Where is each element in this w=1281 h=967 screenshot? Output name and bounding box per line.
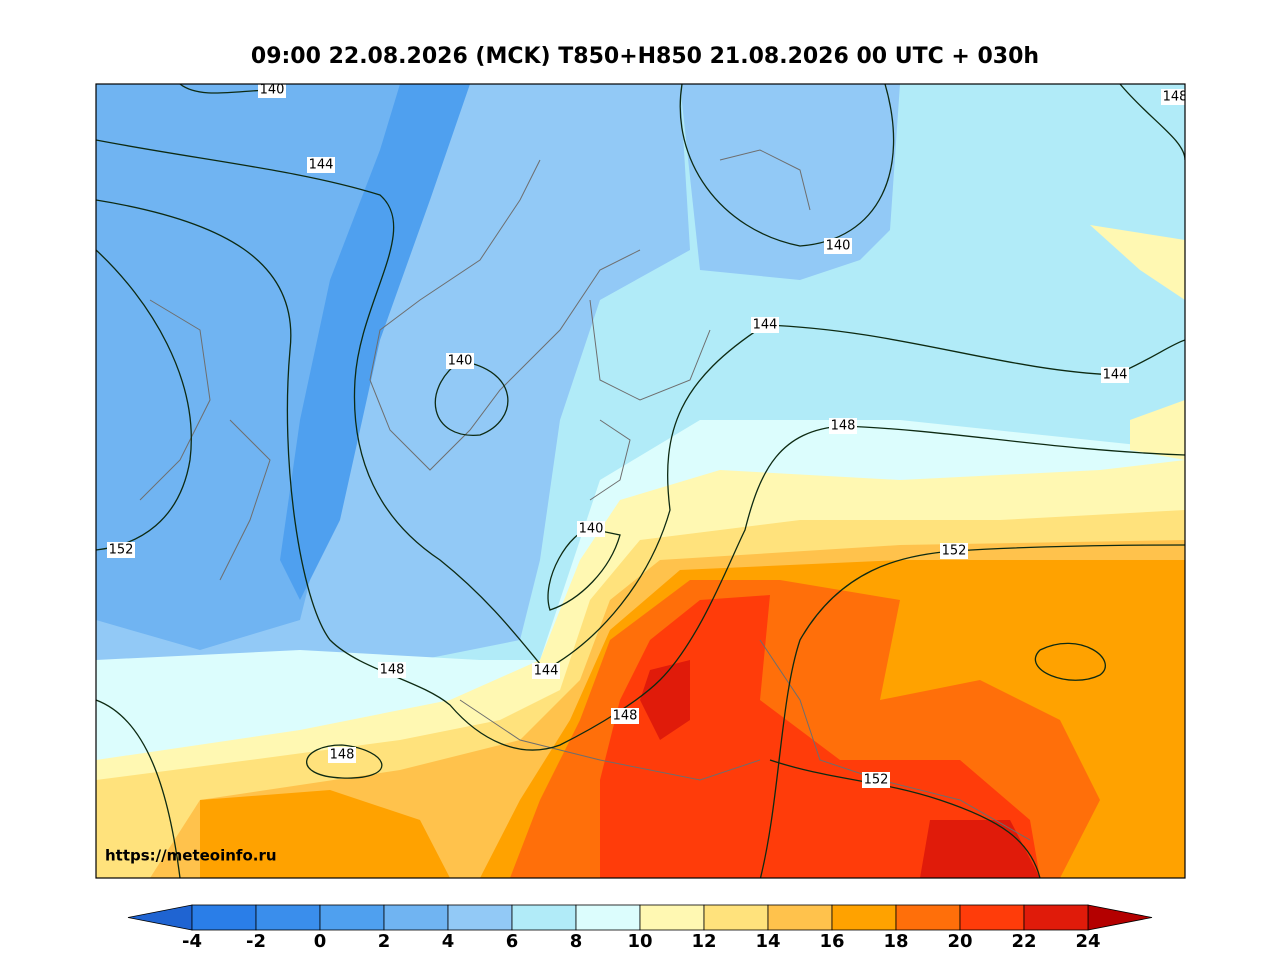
colorbar-tick-label: 12 xyxy=(691,931,716,952)
contour-label-bg xyxy=(829,418,857,434)
contour-label: 148 xyxy=(330,748,355,763)
source-text: https://meteoinfo.ru xyxy=(105,847,277,865)
contour-label: 140 xyxy=(260,83,285,98)
contour-label-bg xyxy=(1161,89,1185,105)
colorbar-box xyxy=(703,904,769,931)
colorbar-tick-label: 2 xyxy=(378,931,391,952)
contour-label: 144 xyxy=(1103,368,1128,383)
contour-label-bg xyxy=(258,84,286,98)
colorbar-box xyxy=(511,904,577,931)
map-title: 09:00 22.08.2026 (MCK) T850+H850 21.08.2… xyxy=(251,44,1039,69)
contour-label-bg xyxy=(862,772,890,788)
contour-label-bg xyxy=(940,543,968,559)
contour-label: 140 xyxy=(579,522,604,537)
contour-label: 140 xyxy=(826,239,851,254)
colorbar-box xyxy=(767,904,833,931)
colorbar-box xyxy=(447,904,513,931)
colorbar-tick-label: 16 xyxy=(819,931,844,952)
colorbar-tick-label: -2 xyxy=(246,931,266,952)
contour-label: 148 xyxy=(1163,90,1188,105)
contour-label-bg xyxy=(611,708,639,724)
contour-label: 152 xyxy=(109,543,134,558)
contour-label-bg xyxy=(824,238,852,254)
contour-labels: 140 144 140 140 144 144 148 140 152 152 148 144 148 1… xyxy=(107,83,1188,788)
colorbar-box xyxy=(831,904,897,931)
map-frame xyxy=(95,83,1186,879)
colorbar: -4 -2 0 2 4 6 8 10 12 14 16 18 20 22 24 xyxy=(127,904,1153,952)
contour-label: 148 xyxy=(831,419,856,434)
contour-label-bg xyxy=(446,353,474,369)
colorbar-over xyxy=(1087,904,1153,931)
colorbar-tick-label: 0 xyxy=(314,931,327,952)
colorbar-box xyxy=(255,904,321,931)
colorbar-box xyxy=(575,904,641,931)
colorbar-under xyxy=(127,904,193,931)
colorbar-box xyxy=(895,904,961,931)
contour-label-bg xyxy=(1101,367,1129,383)
contour-label: 144 xyxy=(753,318,778,333)
colorbar-box xyxy=(383,904,449,931)
colorbar-box xyxy=(639,904,705,931)
contour-label-bg xyxy=(532,663,560,679)
contour-label-bg xyxy=(577,521,605,537)
contour-label-bg xyxy=(107,542,135,558)
contour-label-bg xyxy=(307,157,335,173)
colorbar-tick-label: 10 xyxy=(627,931,652,952)
colorbar-box xyxy=(319,904,385,931)
colorbar-tick-label: 4 xyxy=(442,931,455,952)
contour-label: 152 xyxy=(942,544,967,559)
contour-label-bg xyxy=(328,747,356,763)
colorbar-tick-label: 8 xyxy=(570,931,583,952)
contour-label: 144 xyxy=(309,158,334,173)
contour-label: 152 xyxy=(864,773,889,788)
colorbar-box xyxy=(959,904,1025,931)
contour-label-bg xyxy=(751,317,779,333)
colorbar-box xyxy=(191,904,257,931)
colorbar-tick-label: -4 xyxy=(182,931,202,952)
map-field: 140 144 140 140 144 144 148 140 152 152 148 144 148 1… xyxy=(96,83,1188,878)
contour-label-bg xyxy=(378,662,406,678)
colorbar-tick-label: 14 xyxy=(755,931,780,952)
contour-label: 140 xyxy=(448,354,473,369)
contour-label: 148 xyxy=(380,663,405,678)
colorbar-tick-label: 20 xyxy=(947,931,972,952)
contour-label: 148 xyxy=(613,709,638,724)
colorbar-tick-label: 24 xyxy=(1075,931,1100,952)
colorbar-tick-label: 18 xyxy=(883,931,908,952)
colorbar-tick-label: 22 xyxy=(1011,931,1036,952)
colorbar-box xyxy=(1023,904,1089,931)
colorbar-tick-label: 6 xyxy=(506,931,519,952)
contour-label: 144 xyxy=(534,664,559,679)
